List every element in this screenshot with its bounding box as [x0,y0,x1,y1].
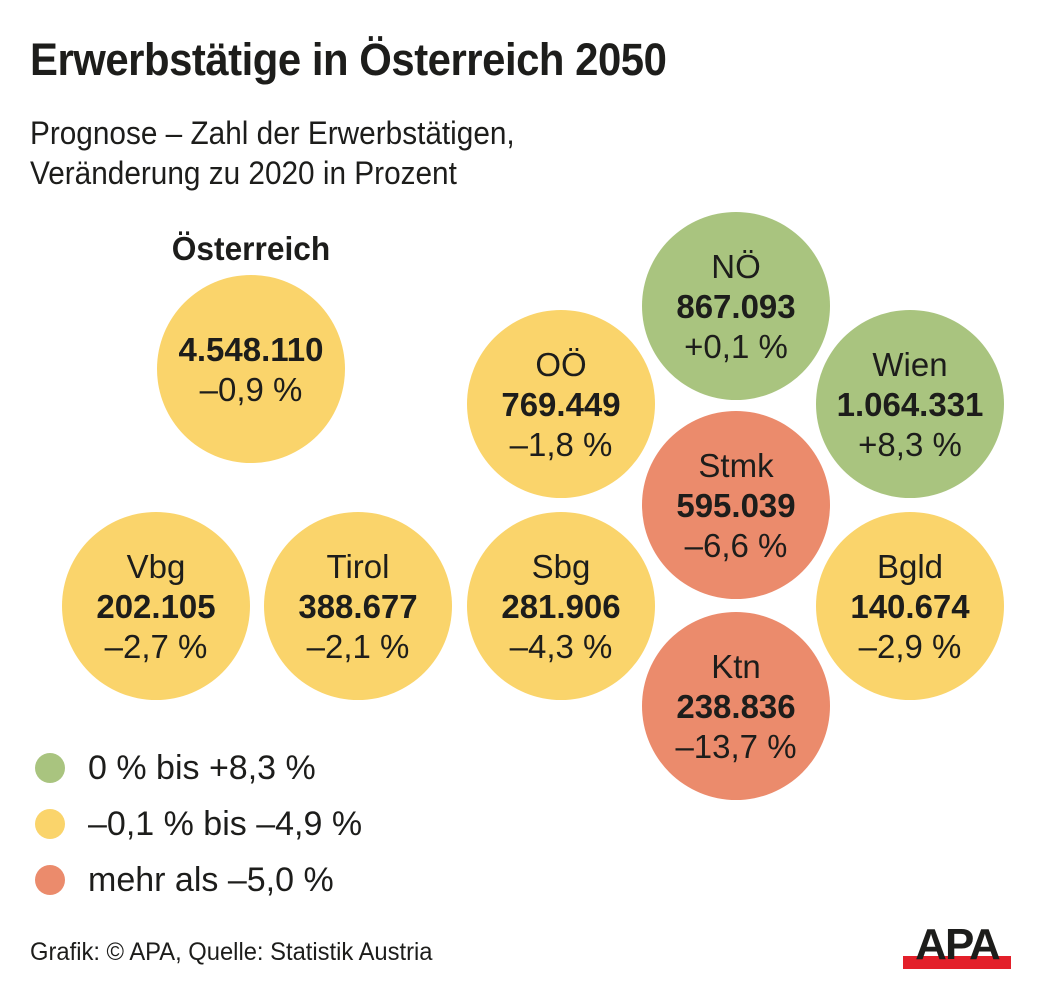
subtitle-line-1: Prognose – Zahl der Erwerbstätigen, [30,115,515,151]
legend-label: mehr als –5,0 % [88,860,334,899]
bubble-change: +8,3 % [858,426,962,463]
bubble-change: –1,8 % [510,426,613,463]
apa-logo-icon: APA [903,925,1011,969]
legend-dot-green-icon [35,753,65,783]
bubble-change: +0,1 % [684,328,788,365]
chart-subtitle: Prognose – Zahl der Erwerbstätigen, Verä… [30,113,515,193]
chart-title: Erwerbstätige in Österreich 2050 [30,34,667,85]
bubble-circle-bgld [816,512,1004,700]
bubble-change: –2,1 % [307,628,410,665]
bubble-change: –4,3 % [510,628,613,665]
bubble-circle-stmk [642,411,830,599]
subtitle-line-2: Veränderung zu 2020 in Prozent [30,155,457,191]
bubble-circle-tirol [264,512,452,700]
bubble-circle-oesterreich [157,275,345,463]
bubble-value: 281.906 [501,588,620,625]
bubble-change: –0,9 % [200,371,303,408]
logo-red-bar [903,956,1011,969]
bubble-name: Vbg [127,548,186,585]
bubble-value: 238.836 [676,688,795,725]
bubble-name: Wien [872,346,947,383]
national-label: Österreich [171,230,331,267]
bubble-name: NÖ [711,248,761,285]
bubble-change: –13,7 % [675,728,796,765]
bubble-value: 769.449 [501,386,620,423]
bubble-value: 388.677 [298,588,417,625]
bubble-value: 867.093 [676,288,795,325]
legend-dot-yellow-icon [35,809,65,839]
bubble-value: 4.548.110 [179,331,324,368]
bubble-circle-ktn [642,612,830,800]
legend-dot-red-icon [35,865,65,895]
legend-item-yellow: –0,1 % bis –4,9 % [35,796,362,852]
bubble-change: –2,7 % [105,628,208,665]
bubble-name: Sbg [532,548,591,585]
legend-label: 0 % bis +8,3 % [88,748,316,787]
logo-text: APA [915,925,1000,969]
bubble-value: 1.064.331 [837,386,984,423]
bubble-name: Stmk [698,447,774,484]
bubble-value: 202.105 [96,588,215,625]
bubble-name: OÖ [535,346,586,383]
bubble-value: 140.674 [850,588,970,625]
source-note: Grafik: © APA, Quelle: Statistik Austria [30,938,433,966]
legend-item-red: mehr als –5,0 % [35,852,362,908]
bubble-circle-noe [642,212,830,400]
bubble-name: Tirol [327,548,390,585]
bubble-circle-vbg [62,512,250,700]
bubble-oesterreich: 4.548.110–0,9 % [157,275,345,463]
bubble-circle-ooe [467,310,655,498]
legend: 0 % bis +8,3 % –0,1 % bis –4,9 % mehr al… [35,740,362,908]
bubble-name: Ktn [711,648,761,685]
bubble-change: –6,6 % [685,527,788,564]
bubble-circle-sbg [467,512,655,700]
bubble-name: Bgld [877,548,943,585]
bubble-change: –2,9 % [859,628,962,665]
legend-item-green: 0 % bis +8,3 % [35,740,362,796]
legend-label: –0,1 % bis –4,9 % [88,804,363,843]
bubble-circle-wien [816,310,1004,498]
bubble-value: 595.039 [676,487,795,524]
